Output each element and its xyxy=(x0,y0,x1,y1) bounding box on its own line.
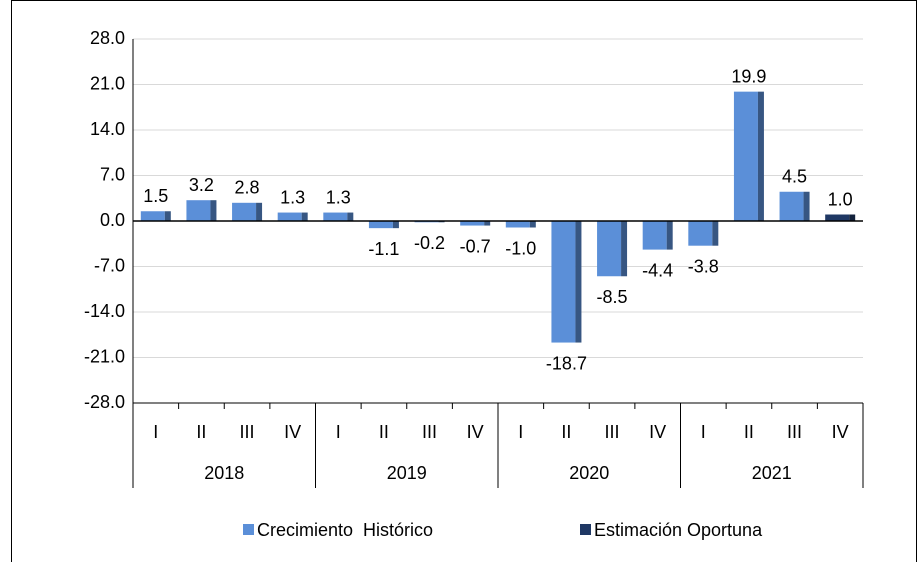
bar-side xyxy=(301,212,308,221)
y-tick-label: 0.0 xyxy=(100,210,125,230)
data-label: -1.0 xyxy=(505,238,536,258)
bar xyxy=(597,221,622,277)
x-tick-label: I xyxy=(701,422,706,442)
x-tick-label: II xyxy=(379,422,389,442)
bar xyxy=(368,221,393,229)
data-label: -1.1 xyxy=(368,239,399,259)
bar xyxy=(825,214,850,221)
bar xyxy=(186,200,211,221)
x-tick-label: III xyxy=(787,422,802,442)
bar-side xyxy=(210,200,217,221)
group-label: 2020 xyxy=(569,463,609,483)
bar xyxy=(642,221,667,250)
data-label: 3.2 xyxy=(189,175,214,195)
y-tick-label: -28.0 xyxy=(84,392,125,412)
x-tick-label: III xyxy=(240,422,255,442)
bar xyxy=(733,91,758,222)
bar xyxy=(505,221,530,228)
data-label: -8.5 xyxy=(597,287,628,307)
data-label: 1.5 xyxy=(143,186,168,206)
legend-label: Crecimiento Histórico xyxy=(257,520,433,540)
data-label: 1.0 xyxy=(828,189,853,209)
x-tick-label: II xyxy=(196,422,206,442)
x-tick-label: IV xyxy=(649,422,666,442)
data-label: 19.9 xyxy=(731,66,766,86)
y-tick-label: 14.0 xyxy=(90,119,125,139)
x-tick-label: III xyxy=(605,422,620,442)
bar-side xyxy=(803,191,810,221)
y-tick-label: -21.0 xyxy=(84,346,125,366)
x-tick-label: IV xyxy=(832,422,849,442)
legend-swatch xyxy=(580,524,591,535)
x-tick-label: I xyxy=(336,422,341,442)
x-tick-label: IV xyxy=(284,422,301,442)
bar xyxy=(323,212,348,221)
x-tick-label: IV xyxy=(467,422,484,442)
y-tick-label: 7.0 xyxy=(100,164,125,184)
bar-side xyxy=(757,91,764,222)
x-tick-label: III xyxy=(422,422,437,442)
bar-side xyxy=(529,221,536,228)
x-tick-label: II xyxy=(561,422,571,442)
y-tick-label: -14.0 xyxy=(84,301,125,321)
bar xyxy=(779,191,804,221)
bar xyxy=(688,221,713,246)
bar-side xyxy=(484,221,491,226)
data-label: -18.7 xyxy=(546,353,587,373)
bar-side xyxy=(575,221,582,343)
x-tick-label: I xyxy=(153,422,158,442)
x-tick-label: II xyxy=(744,422,754,442)
data-label: 1.3 xyxy=(326,187,351,207)
bar-side xyxy=(712,221,719,246)
y-tick-label: 28.0 xyxy=(90,28,125,48)
frame xyxy=(11,0,917,562)
data-label: -3.8 xyxy=(688,256,719,276)
bar xyxy=(460,221,485,226)
data-label: -0.2 xyxy=(414,233,445,253)
group-label: 2021 xyxy=(752,463,792,483)
legend-label: Estimación Oportuna xyxy=(594,520,763,540)
bar xyxy=(232,202,257,221)
bar-side xyxy=(164,211,171,221)
group-label: 2018 xyxy=(204,463,244,483)
y-tick-label: -7.0 xyxy=(94,255,125,275)
bar xyxy=(140,211,165,221)
bar-side xyxy=(256,202,263,221)
group-label: 2019 xyxy=(387,463,427,483)
bar xyxy=(551,221,576,343)
data-label: -4.4 xyxy=(642,260,673,280)
bar-side xyxy=(666,221,673,250)
x-tick-label: I xyxy=(518,422,523,442)
data-label: 4.5 xyxy=(782,167,807,187)
legend-swatch xyxy=(243,524,254,535)
bar-side xyxy=(849,214,856,221)
bar xyxy=(277,212,302,221)
data-label: 1.3 xyxy=(280,187,305,207)
data-label: 2.8 xyxy=(235,178,260,198)
y-tick-label: 21.0 xyxy=(90,73,125,93)
data-label: -0.7 xyxy=(460,236,491,256)
bar-side xyxy=(392,221,399,229)
bar-side xyxy=(347,212,354,221)
bar-side xyxy=(621,221,628,277)
